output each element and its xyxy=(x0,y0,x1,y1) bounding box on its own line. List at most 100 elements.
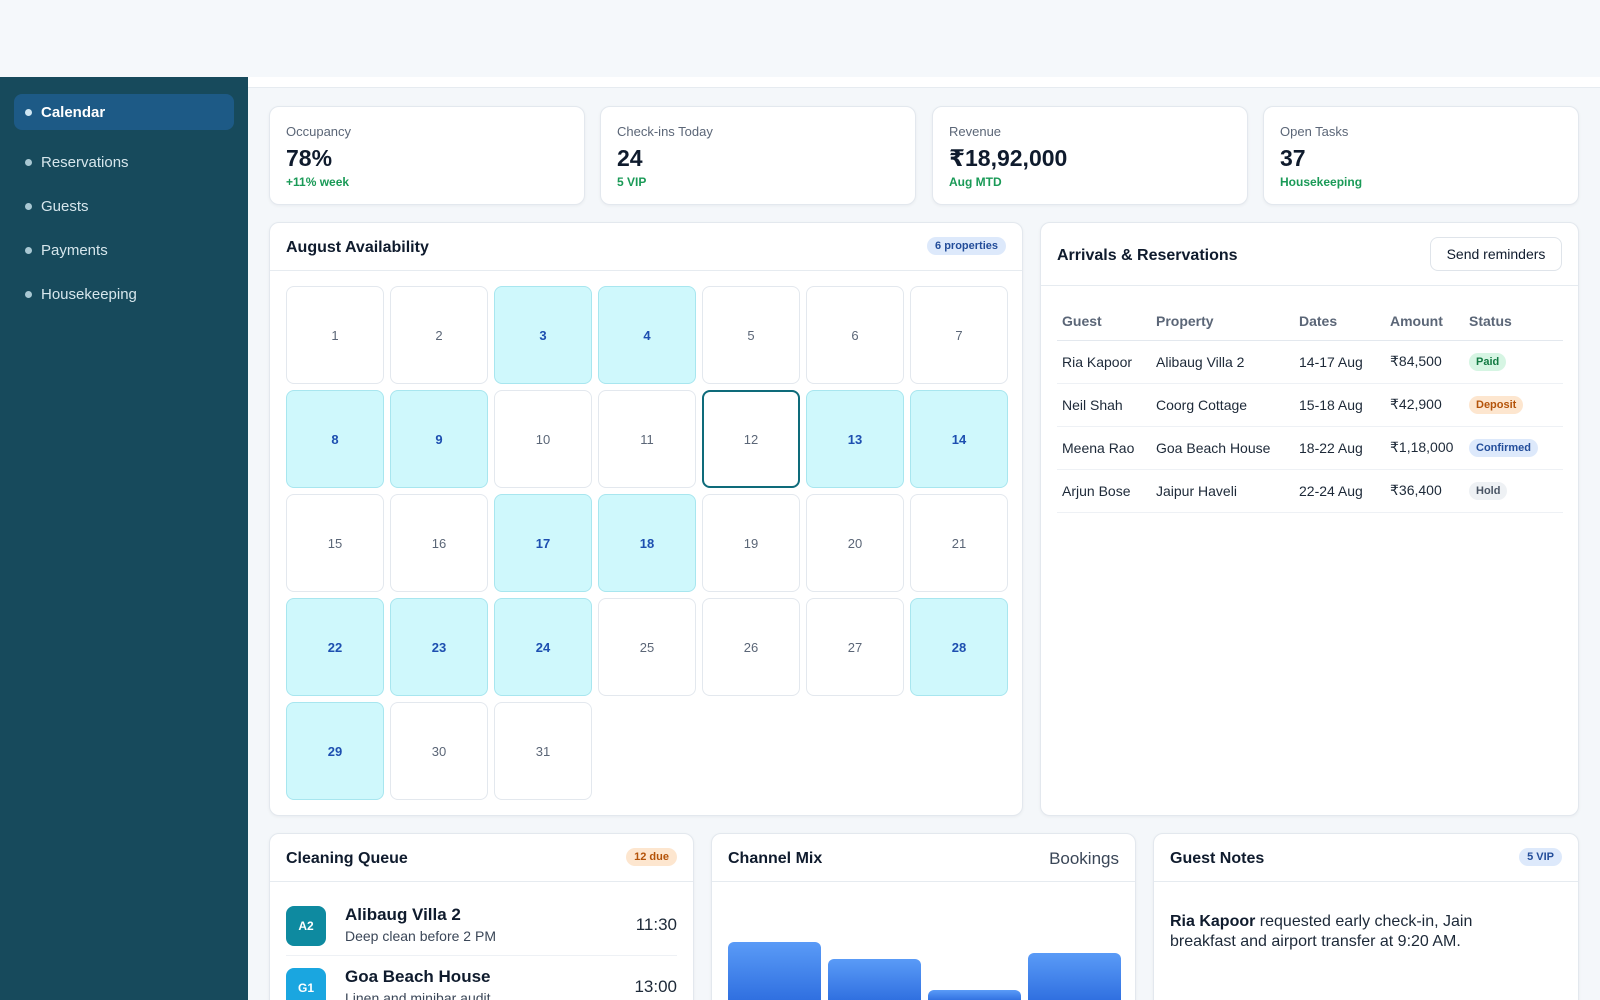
divider xyxy=(712,881,1135,882)
list-item[interactable]: A2 Alibaug Villa 2 Deep clean before 2 P… xyxy=(286,894,677,956)
column-header-guest[interactable]: Guest xyxy=(1057,303,1151,341)
sidebar: Calendar Reservations Guests Payments Ho… xyxy=(0,77,248,1000)
calendar-day-20[interactable]: 20 xyxy=(806,494,904,592)
calendar-day-8[interactable]: 8 xyxy=(286,390,384,488)
status-cell: Paid xyxy=(1464,340,1563,384)
channel-bar-4[interactable] xyxy=(1028,953,1121,1000)
send-reminders-button[interactable]: Send reminders xyxy=(1430,237,1562,271)
kpi-sub: Aug MTD xyxy=(949,175,1002,189)
sidebar-item-label: Payments xyxy=(41,241,108,259)
calendar-day-11[interactable]: 11 xyxy=(598,390,696,488)
kpi-value: 78% xyxy=(286,145,333,171)
task-time: 11:30 xyxy=(635,915,677,934)
sidebar-item-label: Reservations xyxy=(41,153,129,171)
table-header-row: Guest Property Dates Amount Status xyxy=(1057,303,1563,341)
amount-cell: ₹1,18,000 xyxy=(1385,426,1464,470)
card-title: Arrivals & Reservations xyxy=(1057,247,1238,264)
calendar-day-1[interactable]: 1 xyxy=(286,286,384,384)
property-cell: Jaipur Haveli xyxy=(1151,469,1294,513)
card-title: Channel Mix xyxy=(728,850,823,867)
calendar-day-31[interactable]: 31 xyxy=(494,702,592,800)
amount-cell: ₹84,500 xyxy=(1385,340,1464,384)
column-header-dates[interactable]: Dates xyxy=(1294,303,1385,341)
calendar-day-27[interactable]: 27 xyxy=(806,598,904,696)
calendar-day-17[interactable]: 17 xyxy=(494,494,592,592)
reservations-table: Guest Property Dates Amount Status Ria K… xyxy=(1057,303,1563,513)
bookings-label: Bookings xyxy=(1049,849,1119,868)
calendar-day-6[interactable]: 6 xyxy=(806,286,904,384)
property-cell: Coorg Cottage xyxy=(1151,383,1294,427)
kpi-value: ₹18,92,000 xyxy=(949,145,1068,171)
kpi-occupancy: Occupancy 78% +11% week xyxy=(269,106,585,205)
calendar-day-7[interactable]: 7 xyxy=(910,286,1008,384)
status-badge: Deposit xyxy=(1469,396,1524,414)
calendar-day-25[interactable]: 25 xyxy=(598,598,696,696)
channel-bar-1[interactable] xyxy=(728,942,821,1000)
amount-cell: ₹36,400 xyxy=(1385,469,1464,513)
sidebar-item-label: Housekeeping xyxy=(41,285,137,303)
property-avatar: G1 xyxy=(286,968,326,1000)
kpi-label: Check-ins Today xyxy=(617,124,713,139)
column-header-status[interactable]: Status xyxy=(1464,303,1563,341)
calendar-day-28[interactable]: 28 xyxy=(910,598,1008,696)
calendar-day-5[interactable]: 5 xyxy=(702,286,800,384)
guest-cell: Ria Kapoor xyxy=(1057,340,1151,384)
guest-note: Ria Kapoor requested early check-in, Jai… xyxy=(1170,912,1510,952)
sidebar-item-guests[interactable]: Guests xyxy=(14,188,234,224)
calendar-day-3[interactable]: 3 xyxy=(494,286,592,384)
calendar-day-24[interactable]: 24 xyxy=(494,598,592,696)
task-description: Linen and minibar audit xyxy=(345,990,491,1000)
calendar-day-21[interactable]: 21 xyxy=(910,494,1008,592)
status-cell: Hold xyxy=(1464,469,1563,513)
calendar-day-26[interactable]: 26 xyxy=(702,598,800,696)
bullet-icon xyxy=(25,159,32,166)
sidebar-item-housekeeping[interactable]: Housekeeping xyxy=(14,276,234,312)
kpi-value: 37 xyxy=(1280,145,1306,171)
calendar-day-14[interactable]: 14 xyxy=(910,390,1008,488)
bullet-icon xyxy=(25,291,32,298)
channel-bar-2[interactable] xyxy=(828,959,921,1000)
calendar-day-23[interactable]: 23 xyxy=(390,598,488,696)
calendar-day-29[interactable]: 29 xyxy=(286,702,384,800)
card-title: Cleaning Queue xyxy=(286,850,408,867)
calendar-day-30[interactable]: 30 xyxy=(390,702,488,800)
top-bar xyxy=(0,0,1600,77)
guest-cell: Meena Rao xyxy=(1057,426,1151,470)
card-title: August Availability xyxy=(286,239,429,256)
properties-badge: 6 properties xyxy=(927,237,1006,255)
guest-cell: Neil Shah xyxy=(1057,383,1151,427)
table-row[interactable]: Meena Rao Goa Beach House 18-22 Aug ₹1,1… xyxy=(1057,426,1563,470)
calendar-day-10[interactable]: 10 xyxy=(494,390,592,488)
kpi-checkins: Check-ins Today 24 5 VIP xyxy=(600,106,916,205)
dates-cell: 15-18 Aug xyxy=(1294,383,1385,427)
calendar-day-12[interactable]: 12 xyxy=(702,390,800,488)
property-avatar: A2 xyxy=(286,906,326,946)
calendar-day-18[interactable]: 18 xyxy=(598,494,696,592)
sidebar-item-payments[interactable]: Payments xyxy=(14,232,234,268)
guest-name[interactable]: Ria Kapoor xyxy=(1170,913,1256,930)
column-header-property[interactable]: Property xyxy=(1151,303,1294,341)
status-badge: Hold xyxy=(1469,482,1508,500)
calendar-day-2[interactable]: 2 xyxy=(390,286,488,384)
list-item[interactable]: G1 Goa Beach House Linen and minibar aud… xyxy=(286,956,677,1000)
sidebar-item-calendar[interactable]: Calendar xyxy=(14,94,234,130)
divider xyxy=(270,270,1022,271)
task-description: Deep clean before 2 PM xyxy=(345,928,496,944)
calendar-day-16[interactable]: 16 xyxy=(390,494,488,592)
sidebar-item-reservations[interactable]: Reservations xyxy=(14,144,234,180)
bullet-icon xyxy=(25,109,32,116)
table-row[interactable]: Neil Shah Coorg Cottage 15-18 Aug ₹42,90… xyxy=(1057,383,1563,427)
channel-bar-3[interactable] xyxy=(928,990,1021,1000)
sidebar-item-label: Guests xyxy=(41,197,89,215)
calendar-day-22[interactable]: 22 xyxy=(286,598,384,696)
calendar-day-4[interactable]: 4 xyxy=(598,286,696,384)
divider xyxy=(1154,881,1578,882)
column-header-amount[interactable]: Amount xyxy=(1385,303,1464,341)
table-row[interactable]: Arjun Bose Jaipur Haveli 22-24 Aug ₹36,4… xyxy=(1057,469,1563,513)
calendar-day-9[interactable]: 9 xyxy=(390,390,488,488)
table-row[interactable]: Ria Kapoor Alibaug Villa 2 14-17 Aug ₹84… xyxy=(1057,340,1563,384)
calendar-day-13[interactable]: 13 xyxy=(806,390,904,488)
property-name: Alibaug Villa 2 xyxy=(345,905,461,924)
calendar-day-15[interactable]: 15 xyxy=(286,494,384,592)
calendar-day-19[interactable]: 19 xyxy=(702,494,800,592)
